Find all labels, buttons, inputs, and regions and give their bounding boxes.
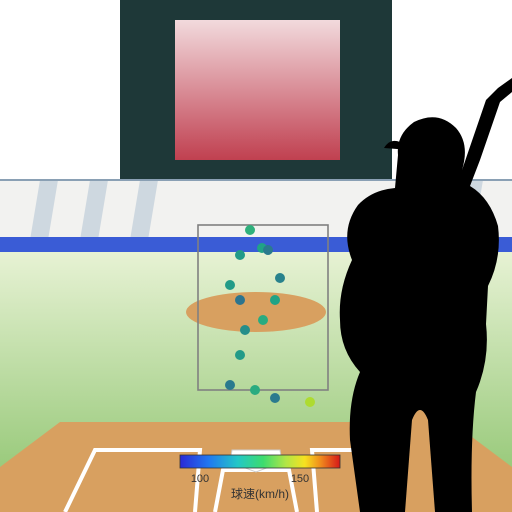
legend-tick: 100: [191, 473, 209, 485]
chart-svg: 100 150 球速(km/h): [0, 0, 512, 512]
pitch-point: [235, 295, 245, 305]
pitch-point: [235, 250, 245, 260]
pitch-point: [305, 397, 315, 407]
pitch-point: [225, 380, 235, 390]
pitch-point: [275, 273, 285, 283]
pitch-point: [250, 385, 260, 395]
pitch-point: [245, 225, 255, 235]
pitch-point: [258, 315, 268, 325]
pitch-point: [235, 350, 245, 360]
pitch-point: [263, 245, 273, 255]
pitch-point: [240, 325, 250, 335]
pitch-point: [270, 393, 280, 403]
pitch-point: [225, 280, 235, 290]
legend-label: 球速(km/h): [231, 487, 289, 501]
legend-tick: 150: [291, 473, 309, 485]
pitch-location-chart: 100 150 球速(km/h): [0, 0, 512, 512]
scoreboard: [120, 0, 392, 210]
pitch-point: [270, 295, 280, 305]
